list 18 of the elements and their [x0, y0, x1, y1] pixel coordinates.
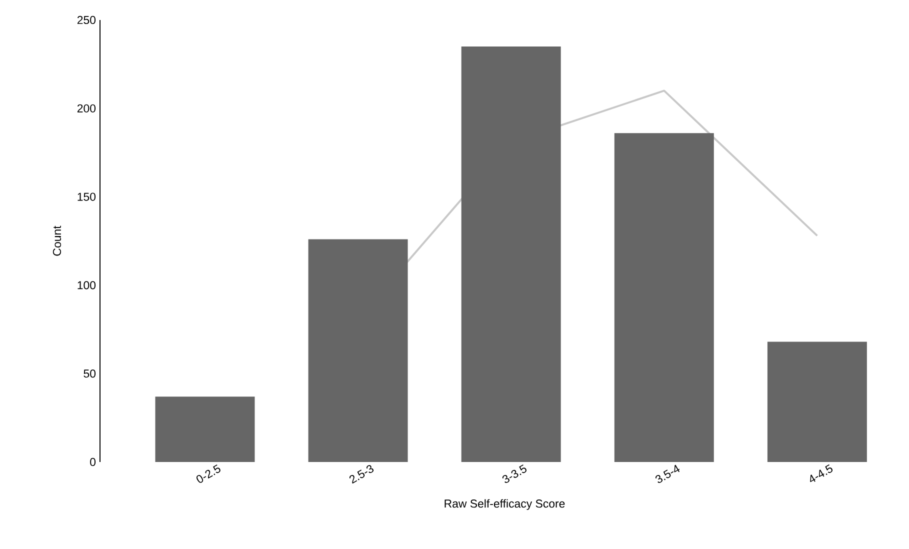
y-tick-label: 100: [78, 281, 96, 290]
y-tick-label: 250: [77, 16, 96, 24]
x-tick-label: 3-3.5: [502, 464, 526, 483]
x-tick-label: 2.5-3: [349, 465, 374, 484]
y-tick-label: 50: [84, 370, 96, 378]
bar: [155, 396, 255, 462]
x-tick-label: 0-2.5: [196, 464, 220, 483]
y-axis-title: Count: [52, 226, 62, 256]
x-tick-label: 3.5-4: [655, 464, 680, 483]
bar: [767, 342, 867, 462]
x-axis-title: Raw Self-efficacy Score: [444, 499, 565, 510]
y-tick-label: 200: [77, 104, 96, 112]
x-tick-label: 4-4.5: [810, 464, 832, 482]
bar: [461, 46, 561, 462]
bar: [614, 133, 714, 462]
y-tick-label: 0: [90, 458, 96, 466]
y-tick-label: 150: [78, 192, 96, 201]
bar: [308, 239, 408, 462]
